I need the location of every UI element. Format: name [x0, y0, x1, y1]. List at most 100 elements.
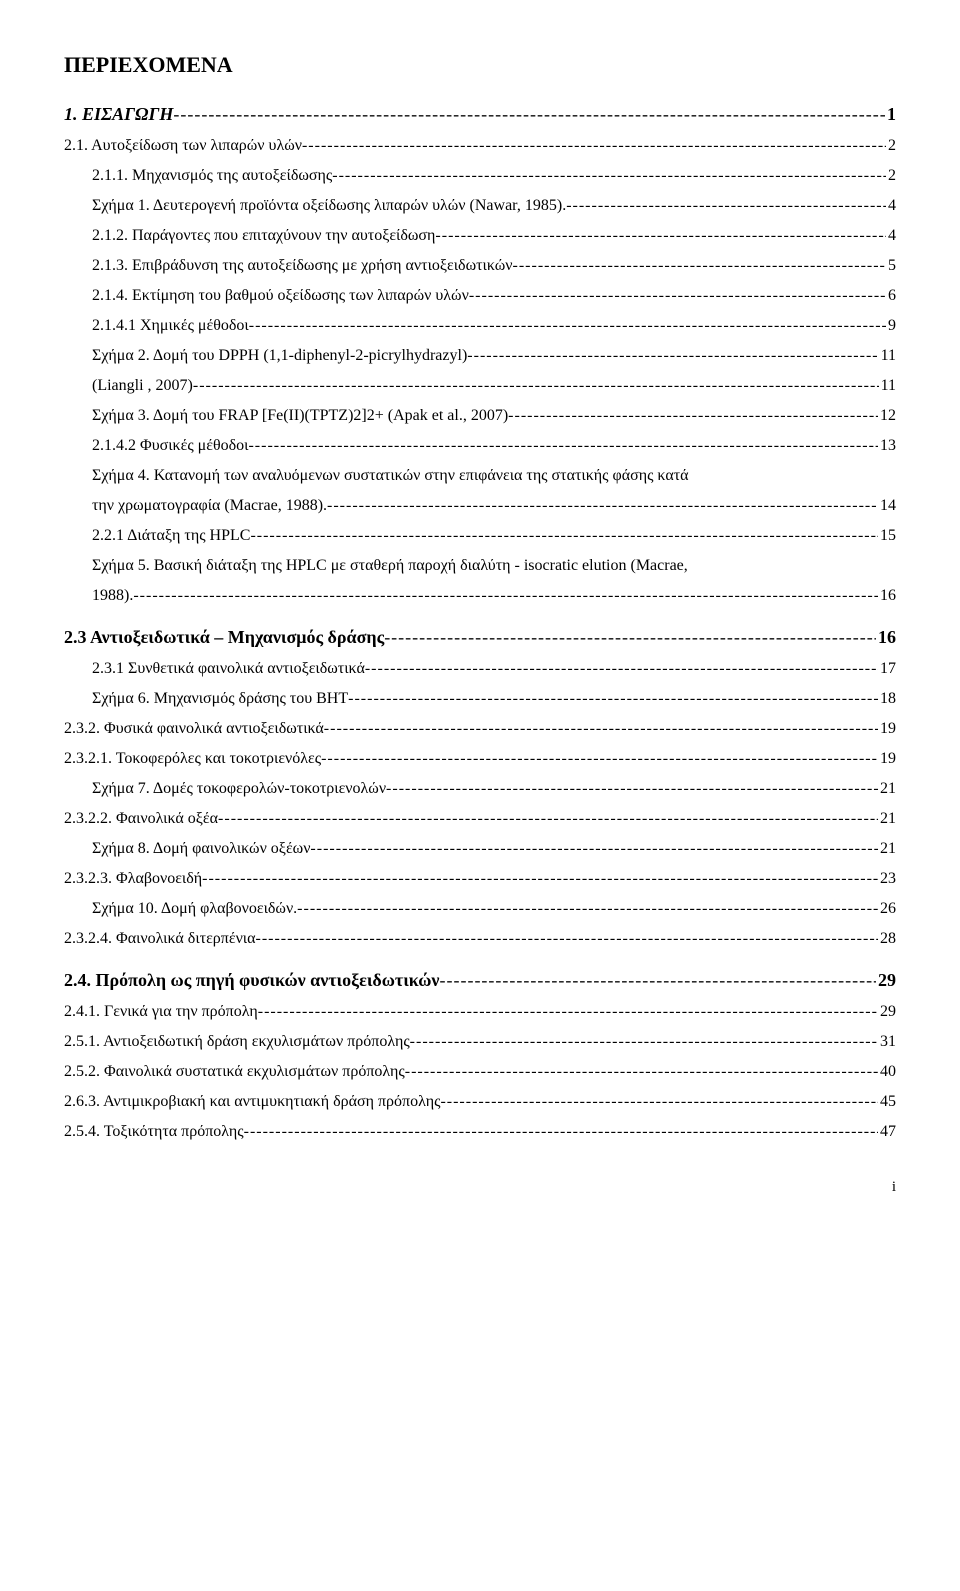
toc-entry: 2.1.3. Επιβράδυνση της αυτοξείδωσης με χ… — [64, 254, 896, 278]
toc-label: 2.1.4.2 Φυσικές μέθοδοι — [92, 434, 248, 458]
toc-page: 21 — [878, 837, 896, 861]
toc-leader — [439, 967, 876, 994]
toc-entry: Σχήμα 2. Δομή του DPPH (1,1-diphenyl-2-p… — [64, 344, 896, 368]
toc-leader — [255, 927, 878, 951]
toc-page: 14 — [878, 494, 896, 518]
toc-label: Σχήμα 10. Δομή φλαβονοειδών. — [92, 897, 297, 921]
toc-entry: 2.1. Αυτοξείδωση των λιπαρών υλών 2 — [64, 134, 896, 158]
toc-page: 21 — [878, 777, 896, 801]
toc-label: 2.5.4. Τοξικότητα πρόπολης — [64, 1120, 244, 1144]
toc-page: 13 — [878, 434, 896, 458]
toc-leader — [384, 624, 876, 651]
toc-page: 18 — [878, 687, 896, 711]
toc-entry: 2.3.2.3. Φλαβονοειδή 23 — [64, 867, 896, 891]
toc-leader — [258, 1000, 878, 1024]
toc-entry: Σχήμα 1. Δευτερογενή προϊόντα οξείδωσης … — [64, 194, 896, 218]
toc-label: 2.3.1 Συνθετικά φαινολικά αντιοξειδωτικά — [92, 657, 365, 681]
toc-entry: 2.1.1. Μηχανισμός της αυτοξείδωσης2 — [64, 164, 896, 188]
toc-page: 29 — [876, 967, 896, 994]
toc-page: 12 — [878, 404, 896, 428]
toc-label: Σχήμα 4. Κατανομή των αναλυόμενων συστατ… — [92, 464, 689, 488]
toc-label: 2.3.2.2. Φαινολικά οξέα — [64, 807, 218, 831]
toc-page: 15 — [878, 524, 896, 548]
toc-entry: 2.3.2.4. Φαινολικά διτερπένια 28 — [64, 927, 896, 951]
toc-entry: 2.5.4. Τοξικότητα πρόπολης 47 — [64, 1120, 896, 1144]
toc-label: 2.1. Αυτοξείδωση των λιπαρών υλών — [64, 134, 302, 158]
toc-page: 11 — [879, 344, 896, 368]
toc-page: 5 — [886, 254, 896, 278]
toc-page: 21 — [878, 807, 896, 831]
toc-page: 45 — [878, 1090, 896, 1114]
toc-leader — [508, 404, 878, 428]
toc-entry: 1988). 16 — [64, 584, 896, 608]
toc-entry: 2.3.1 Συνθετικά φαινολικά αντιοξειδωτικά… — [64, 657, 896, 681]
toc-leader — [405, 1060, 878, 1084]
toc-page: 2 — [886, 164, 896, 188]
toc-leader — [302, 134, 886, 158]
toc-leader — [410, 1030, 878, 1054]
toc-page: 47 — [878, 1120, 896, 1144]
toc-entry: Σχήμα 4. Κατανομή των αναλυόμενων συστατ… — [64, 464, 896, 488]
toc-leader — [310, 837, 878, 861]
toc-label: 2.5.2. Φαινολικά συστατικά εκχυλισμάτων … — [64, 1060, 405, 1084]
toc-page: 11 — [879, 374, 896, 398]
toc-entry: Σχήμα 7. Δομές τοκοφερολών-τοκοτριενολών… — [64, 777, 896, 801]
toc-page: 29 — [878, 1000, 896, 1024]
toc-entry: 2.1.2. Παράγοντες που επιταχύνουν την αυ… — [64, 224, 896, 248]
toc-entry: 2.5.1. Αντιοξειδωτική δράση εκχυλισμάτων… — [64, 1030, 896, 1054]
toc-leader — [133, 584, 878, 608]
toc-leader — [566, 194, 886, 218]
toc-page: 16 — [876, 624, 896, 651]
toc-entry: 2.3 Αντιοξειδωτικά – Μηχανισμός δράσης 1… — [64, 624, 896, 651]
toc-label: Σχήμα 6. Μηχανισμός δράσης του BHT — [92, 687, 348, 711]
toc-label: Σχήμα 2. Δομή του DPPH (1,1-diphenyl-2-p… — [92, 344, 467, 368]
toc-label: Σχήμα 7. Δομές τοκοφερολών-τοκοτριενολών — [92, 777, 386, 801]
toc-page: 9 — [886, 314, 896, 338]
toc-leader — [469, 284, 886, 308]
toc-page: 16 — [878, 584, 896, 608]
toc-label: 2.3.2.4. Φαινολικά διτερπένια — [64, 927, 255, 951]
toc-page: 23 — [878, 867, 896, 891]
toc-leader — [327, 494, 878, 518]
toc-page: 17 — [878, 657, 896, 681]
toc-label: 1. ΕΙΣΑΓΩΓΗ — [64, 101, 173, 128]
toc-entry: 2.4.1. Γενικά για την πρόπολη 29 — [64, 1000, 896, 1024]
toc-leader — [324, 717, 878, 741]
toc-page: 26 — [878, 897, 896, 921]
toc-label: 2.4. Πρόπολη ως πηγή φυσικών αντιοξειδωτ… — [64, 967, 439, 994]
table-of-contents: 1. ΕΙΣΑΓΩΓΗ 12.1. Αυτοξείδωση των λιπαρώ… — [64, 101, 896, 1144]
toc-entry: 2.4. Πρόπολη ως πηγή φυσικών αντιοξειδωτ… — [64, 967, 896, 994]
toc-leader — [321, 747, 878, 771]
toc-leader — [467, 344, 878, 368]
toc-label: 2.3 Αντιοξειδωτικά – Μηχανισμός δράσης — [64, 624, 384, 651]
toc-leader — [250, 524, 878, 548]
toc-leader — [332, 164, 886, 188]
toc-entry: Σχήμα 3. Δομή του FRAP [Fe(II)(TPTZ)2]2+… — [64, 404, 896, 428]
toc-entry: Σχήμα 6. Μηχανισμός δράσης του BHT 18 — [64, 687, 896, 711]
toc-leader — [435, 224, 886, 248]
toc-entry: την χρωματογραφία (Macrae, 1988). 14 — [64, 494, 896, 518]
toc-entry: 2.3.2. Φυσικά φαινολικά αντιοξειδωτικά 1… — [64, 717, 896, 741]
toc-leader — [248, 434, 878, 458]
toc-label: 2.6.3. Αντιμικροβιακή και αντιμυκητιακή … — [64, 1090, 440, 1114]
toc-page: 4 — [886, 194, 896, 218]
toc-leader — [365, 657, 878, 681]
toc-leader — [173, 101, 885, 128]
toc-page: 6 — [886, 284, 896, 308]
toc-label: 2.1.4.1 Χημικές μέθοδοι — [92, 314, 249, 338]
toc-entry: 2.2.1 Διάταξη της HPLC 15 — [64, 524, 896, 548]
page-number-footer: i — [64, 1176, 896, 1199]
toc-label: (Liangli , 2007) — [92, 374, 193, 398]
toc-entry: 2.6.3. Αντιμικροβιακή και αντιμυκητιακή … — [64, 1090, 896, 1114]
toc-label: 2.3.2. Φυσικά φαινολικά αντιοξειδωτικά — [64, 717, 324, 741]
toc-label: 2.4.1. Γενικά για την πρόπολη — [64, 1000, 258, 1024]
toc-label: 2.3.2.1. Τοκοφερόλες και τοκοτριενόλες — [64, 747, 321, 771]
toc-label: 1988). — [92, 584, 133, 608]
toc-entry: Σχήμα 8. Δομή φαινολικών οξέων 21 — [64, 837, 896, 861]
toc-entry: 2.1.4. Εκτίμηση του βαθμού οξείδωσης των… — [64, 284, 896, 308]
toc-label: 2.1.3. Επιβράδυνση της αυτοξείδωσης με χ… — [92, 254, 513, 278]
toc-entry: Σχήμα 10. Δομή φλαβονοειδών. 26 — [64, 897, 896, 921]
toc-page: 4 — [886, 224, 896, 248]
toc-leader — [244, 1120, 878, 1144]
toc-leader — [218, 807, 878, 831]
